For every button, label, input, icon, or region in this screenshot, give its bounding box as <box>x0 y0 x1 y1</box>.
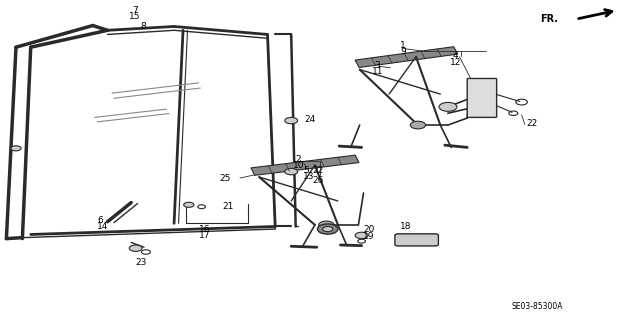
Circle shape <box>410 121 426 129</box>
Text: 9: 9 <box>401 47 406 56</box>
Text: 16: 16 <box>199 225 211 234</box>
Text: 6: 6 <box>97 216 103 225</box>
Circle shape <box>319 221 334 229</box>
Text: 4: 4 <box>453 51 458 60</box>
Text: 22: 22 <box>312 166 324 175</box>
Polygon shape <box>251 155 359 175</box>
Text: 14: 14 <box>97 222 109 231</box>
Text: 17: 17 <box>199 231 211 240</box>
Circle shape <box>439 102 457 111</box>
FancyBboxPatch shape <box>395 234 438 246</box>
Text: 2: 2 <box>296 155 301 164</box>
Text: 5: 5 <box>303 166 309 175</box>
Text: 18: 18 <box>400 222 412 231</box>
Text: 3: 3 <box>375 61 380 70</box>
Text: 1: 1 <box>401 41 406 50</box>
Text: 12: 12 <box>450 58 461 67</box>
Circle shape <box>129 245 142 251</box>
Circle shape <box>355 232 368 239</box>
Text: 10: 10 <box>292 161 304 170</box>
Text: SE03-85300A: SE03-85300A <box>512 302 563 311</box>
Circle shape <box>11 146 21 151</box>
Text: 22: 22 <box>526 119 538 128</box>
Text: 19: 19 <box>363 232 374 241</box>
Text: 23: 23 <box>135 258 147 267</box>
Circle shape <box>323 226 333 232</box>
Text: FR.: FR. <box>540 13 558 24</box>
Text: 13: 13 <box>303 172 315 181</box>
Polygon shape <box>355 47 458 68</box>
Circle shape <box>285 117 298 124</box>
Circle shape <box>317 224 338 234</box>
Text: 7: 7 <box>132 6 138 15</box>
Text: 15: 15 <box>129 12 141 21</box>
Text: 21: 21 <box>223 202 234 211</box>
Circle shape <box>285 168 298 175</box>
Text: 25: 25 <box>219 174 230 182</box>
FancyBboxPatch shape <box>467 78 497 117</box>
Text: 24: 24 <box>305 115 316 124</box>
Circle shape <box>184 202 194 207</box>
Text: 11: 11 <box>372 67 383 76</box>
Text: 26: 26 <box>312 176 324 185</box>
Text: 20: 20 <box>363 225 374 234</box>
Text: 8: 8 <box>141 22 147 31</box>
